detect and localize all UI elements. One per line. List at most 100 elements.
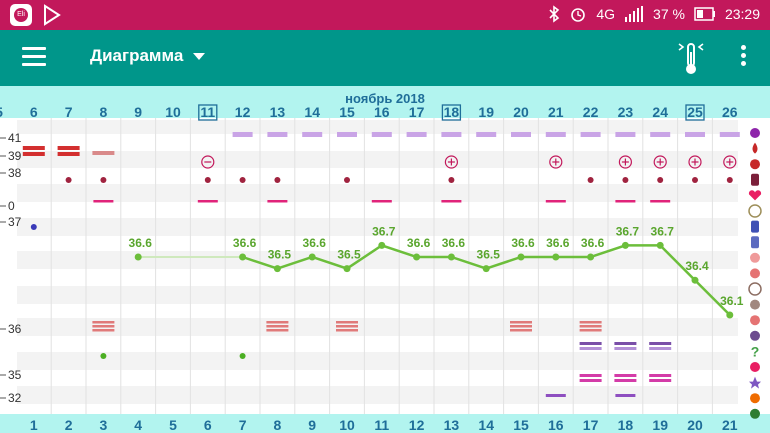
date-label: 21 [548, 104, 564, 120]
date-label: 5 [0, 104, 3, 120]
dropdown-arrow-icon[interactable] [193, 53, 205, 60]
magenta-bar [649, 374, 672, 377]
thermometer-icon[interactable] [676, 42, 706, 76]
page-icon [751, 173, 759, 186]
temperature-point [343, 265, 351, 273]
couple-icon [750, 330, 760, 341]
recycle-icon [750, 408, 760, 419]
temperature-point [587, 253, 595, 261]
bleeding-bar [92, 151, 115, 155]
y-axis-label: 37 [8, 215, 22, 229]
stripe-bar [92, 329, 115, 332]
battery-percent: 37 % [653, 6, 685, 22]
row-band [17, 218, 738, 236]
play-store-icon [44, 4, 61, 26]
row-band [17, 318, 738, 336]
temperature-label: 36.7 [372, 224, 396, 238]
cycle-day-label: 9 [308, 417, 316, 433]
stripe-bar [266, 321, 289, 324]
date-label: 19 [478, 104, 494, 120]
symptom-bar [337, 132, 357, 137]
y-axis-label: 38 [8, 166, 22, 180]
symptom-bar [267, 132, 288, 137]
test-positive-icon [444, 155, 458, 169]
temperature-point [378, 241, 386, 249]
intercourse-dot [657, 177, 664, 183]
date-label: 25 [687, 104, 703, 120]
cycle-day-label: 7 [239, 417, 247, 433]
temperature-label: 36.6 [303, 236, 327, 250]
cycle-day-label: 6 [204, 417, 212, 433]
date-label: 24 [652, 104, 668, 120]
date-header-bg [0, 86, 770, 118]
date-label: 26 [722, 104, 738, 120]
intercourse-dot [622, 177, 629, 183]
purple-bar [649, 342, 672, 345]
alarm-icon [571, 8, 586, 22]
mucus-dash [650, 200, 671, 203]
stripe-bar [266, 325, 289, 328]
view-selector[interactable]: Диаграмма [90, 46, 184, 65]
cycle-chart[interactable]: ноябрь 201856789101112131415161718192021… [0, 86, 770, 433]
symptom-bar [302, 132, 323, 137]
cycle-day-label: 2 [65, 417, 73, 433]
cycle-day-label: 17 [583, 417, 599, 433]
cycle-day-label: 8 [274, 417, 282, 433]
temperature-label: 36.1 [720, 294, 744, 308]
temperature-label: 36.6 [442, 236, 466, 250]
mucus-dash [197, 200, 218, 203]
bottle-icon [751, 236, 759, 249]
intercourse-dot [692, 177, 698, 183]
stripe-bar [579, 325, 602, 328]
green-dot [239, 353, 246, 359]
symptom-bar [371, 132, 392, 137]
more-options-icon[interactable] [735, 45, 751, 71]
temperature-label: 36.5 [477, 248, 501, 262]
swirl-pink-icon [750, 268, 760, 279]
mucus-dash [371, 200, 392, 203]
date-label: 10 [165, 104, 181, 120]
temperature-point [308, 253, 316, 261]
cycle-day-label: 15 [513, 417, 529, 433]
face-icon [748, 282, 762, 296]
row-band [17, 286, 738, 304]
date-label: 18 [444, 104, 460, 120]
row-band [17, 151, 738, 168]
temperature-label: 36.7 [651, 224, 675, 238]
bluetooth-icon [549, 5, 560, 23]
fetus-icon [750, 315, 760, 326]
intercourse-dot [726, 177, 733, 183]
intercourse-dot [239, 177, 246, 183]
test-positive-icon [549, 155, 563, 169]
app-icon: Eli [10, 4, 32, 26]
mucus-dash [441, 200, 462, 203]
temperature-point [413, 253, 421, 261]
temperature-label: 36.4 [685, 259, 709, 273]
test-positive-icon [653, 155, 667, 169]
stripe-bar [579, 329, 602, 332]
cycle-day-label: 16 [548, 417, 564, 433]
temperature-label: 36.7 [616, 224, 640, 238]
test-positive-icon [688, 155, 702, 169]
date-label: 17 [409, 104, 425, 120]
temperature-label: 36.5 [268, 248, 292, 262]
temperature-point [517, 253, 525, 261]
magenta-bar [649, 379, 672, 382]
question-icon: ? [751, 343, 760, 359]
temperature-point [134, 253, 142, 261]
stripe-bar [510, 329, 532, 332]
date-label: 16 [374, 104, 390, 120]
figure-icon [750, 362, 760, 372]
date-label: 23 [618, 104, 634, 120]
row-band [17, 251, 738, 269]
cycle-day-label: 1 [30, 417, 38, 433]
intercourse-dot [587, 177, 594, 183]
test-negative-icon [201, 155, 215, 169]
mucus-dash [545, 200, 566, 203]
y-axis-label: 35 [8, 368, 22, 382]
menu-icon[interactable] [22, 47, 46, 67]
y-axis-label: 0 [8, 199, 15, 213]
date-label: 12 [235, 104, 251, 120]
test-positive-icon [723, 155, 737, 169]
temperature-label: 36.5 [337, 248, 361, 262]
